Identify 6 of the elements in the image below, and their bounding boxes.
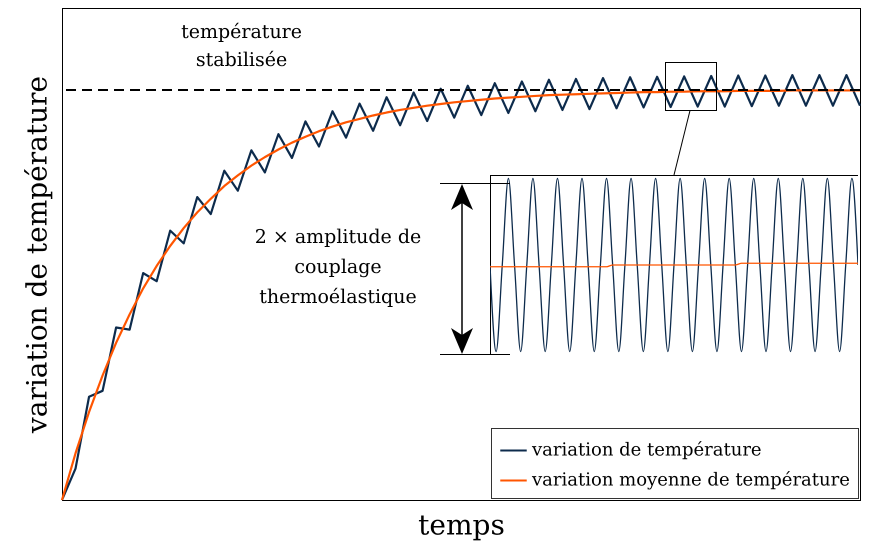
ref-line-label: température stabilisée (181, 21, 302, 71)
y-axis-title: variation de température (20, 76, 54, 434)
x-axis-title: temps (418, 508, 505, 542)
legend-label: variation de température (531, 440, 762, 460)
annotation: 2 × amplitude de couplage thermoélastique (254, 225, 422, 310)
legend-label: variation moyenne de température (531, 470, 850, 490)
